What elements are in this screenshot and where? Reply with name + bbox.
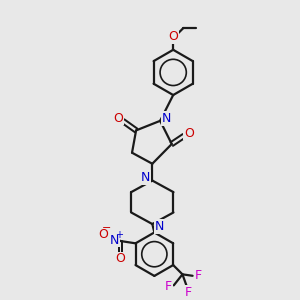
- Text: O: O: [168, 30, 178, 43]
- Text: F: F: [185, 286, 192, 299]
- Text: O: O: [99, 227, 109, 241]
- Text: O: O: [113, 112, 123, 125]
- Text: O: O: [116, 253, 125, 266]
- Text: N: N: [110, 234, 119, 247]
- Text: O: O: [184, 127, 194, 140]
- Text: +: +: [115, 230, 123, 240]
- Text: N: N: [141, 171, 150, 184]
- Text: F: F: [195, 269, 202, 282]
- Text: N: N: [154, 220, 164, 233]
- Text: −: −: [102, 223, 111, 233]
- Text: F: F: [165, 280, 172, 293]
- Text: N: N: [162, 112, 171, 125]
